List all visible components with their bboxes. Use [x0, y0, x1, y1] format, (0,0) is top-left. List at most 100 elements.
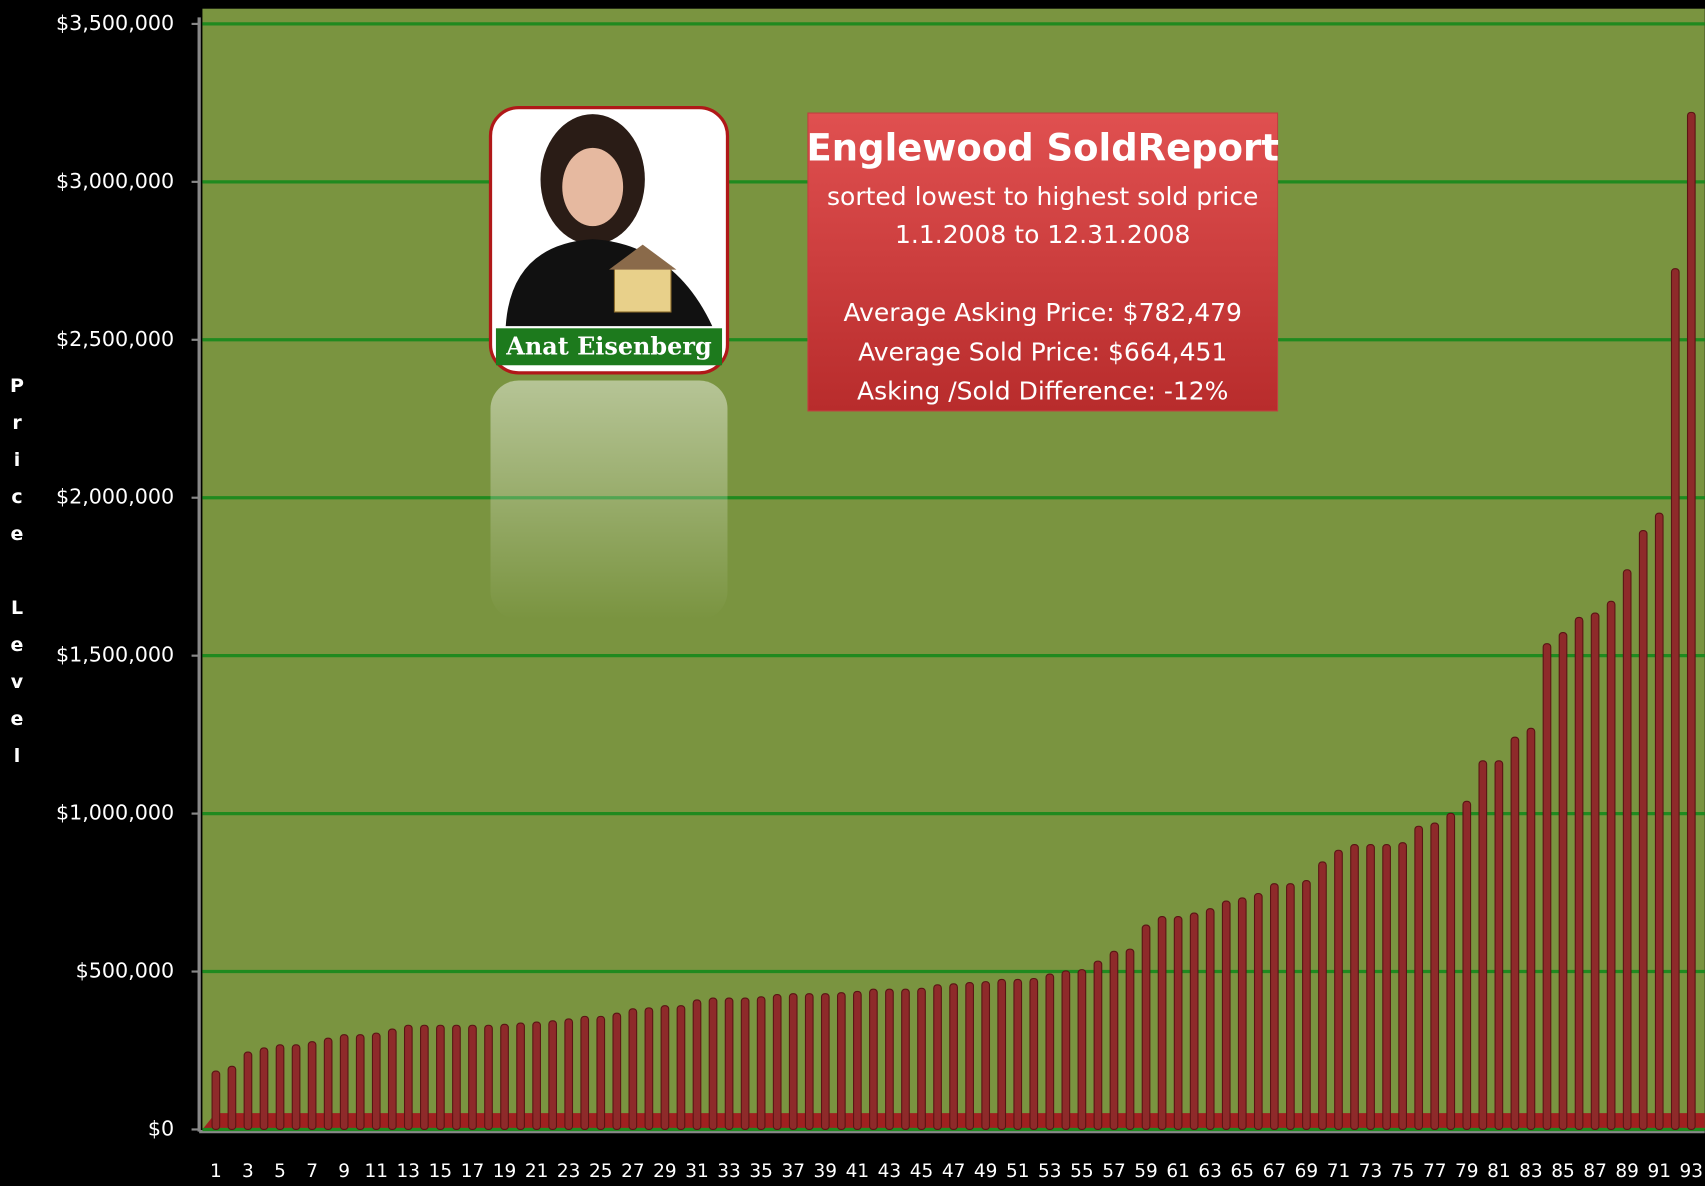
bar — [1046, 974, 1054, 1129]
bar — [677, 1006, 685, 1130]
x-tick-label: 85 — [1551, 1161, 1575, 1182]
bar — [212, 1071, 220, 1129]
bar — [805, 994, 813, 1130]
bar — [1527, 728, 1535, 1129]
bar — [1303, 881, 1311, 1130]
bar — [950, 984, 958, 1130]
annotation-line: Asking /Sold Difference: -12% — [857, 376, 1228, 405]
x-tick-label: 91 — [1647, 1161, 1671, 1182]
bar — [276, 1045, 284, 1130]
bar — [902, 989, 910, 1129]
bar — [533, 1022, 541, 1129]
bar — [340, 1035, 348, 1130]
bar — [356, 1035, 364, 1130]
bar — [870, 989, 878, 1129]
bar — [1591, 613, 1599, 1129]
x-tick-label: 57 — [1102, 1161, 1126, 1182]
x-tick-label: 75 — [1391, 1161, 1415, 1182]
bar — [485, 1025, 493, 1129]
bar — [757, 997, 765, 1130]
bar — [1222, 901, 1230, 1129]
bar — [597, 1016, 605, 1129]
bar — [437, 1025, 445, 1129]
x-tick-label: 17 — [461, 1161, 485, 1182]
bar — [1030, 978, 1038, 1129]
bar — [1014, 979, 1022, 1129]
x-tick-label: 47 — [942, 1161, 966, 1182]
x-tick-label: 29 — [653, 1161, 677, 1182]
x-tick-label: 15 — [429, 1161, 453, 1182]
x-tick-label: 39 — [814, 1161, 838, 1182]
bar — [966, 983, 974, 1130]
bar — [773, 995, 781, 1130]
bar — [998, 979, 1006, 1129]
bar — [1062, 971, 1070, 1130]
bar — [1158, 917, 1166, 1130]
bar — [934, 985, 942, 1130]
x-tick-label: 77 — [1423, 1161, 1447, 1182]
bar — [1495, 761, 1503, 1130]
x-tick-label: 43 — [878, 1161, 902, 1182]
bar — [228, 1066, 236, 1129]
bar — [982, 982, 990, 1130]
x-tick-label: 63 — [1198, 1161, 1222, 1182]
bar — [469, 1025, 477, 1129]
bar — [741, 998, 749, 1129]
annotation-title: Englewood SoldReport — [807, 127, 1279, 170]
bar — [1078, 970, 1086, 1130]
bar — [789, 994, 797, 1130]
bar — [838, 993, 846, 1130]
x-tick-label: 19 — [493, 1161, 517, 1182]
bar — [629, 1009, 637, 1130]
x-tick-label: 27 — [621, 1161, 645, 1182]
annotation-line: Average Asking Price: $782,479 — [844, 298, 1242, 327]
bar — [1639, 531, 1647, 1130]
bar — [1655, 513, 1663, 1129]
x-tick-label: 33 — [717, 1161, 741, 1182]
bar — [1335, 850, 1343, 1129]
x-tick-label: 31 — [685, 1161, 709, 1182]
x-tick-label: 3 — [242, 1161, 254, 1182]
bar — [1319, 862, 1327, 1130]
y-tick-label: $0 — [148, 1116, 174, 1140]
bar — [1607, 601, 1615, 1129]
bar — [886, 989, 894, 1129]
x-tick-label: 7 — [306, 1161, 318, 1182]
photo-caption: Anat Eisenberg — [505, 332, 712, 360]
x-tick-label: 59 — [1134, 1161, 1158, 1182]
x-tick-label: 81 — [1487, 1161, 1511, 1182]
x-tick-label: 93 — [1680, 1161, 1704, 1182]
y-tick-label: $500,000 — [76, 959, 174, 983]
x-tick-label: 9 — [338, 1161, 350, 1182]
x-tick-label: 45 — [910, 1161, 934, 1182]
bar — [1383, 845, 1391, 1130]
bar — [292, 1045, 300, 1130]
annotation-line: sorted lowest to highest sold price — [827, 182, 1258, 211]
bar — [1479, 761, 1487, 1130]
y-tick-label: $1,000,000 — [56, 801, 174, 825]
bar — [1367, 845, 1375, 1130]
bar — [549, 1021, 557, 1130]
y-tick-label: $3,000,000 — [56, 169, 174, 193]
bar — [1575, 617, 1583, 1129]
bar — [1415, 826, 1423, 1129]
x-tick-label: 89 — [1615, 1161, 1639, 1182]
bar — [453, 1025, 461, 1129]
page: Anat Eisenberg Englewood SoldReport sort… — [0, 0, 1705, 1186]
y-axis-label: Price Level — [4, 375, 28, 782]
bar — [1174, 917, 1182, 1130]
bar — [821, 994, 829, 1130]
x-tick-label: 49 — [974, 1161, 998, 1182]
bar — [1399, 843, 1407, 1130]
x-tick-label: 41 — [846, 1161, 870, 1182]
bar — [1671, 269, 1679, 1130]
bar — [1126, 949, 1134, 1129]
bar — [244, 1052, 252, 1129]
x-tick-label: 73 — [1359, 1161, 1383, 1182]
bar — [613, 1013, 621, 1129]
x-tick-label: 67 — [1263, 1161, 1287, 1182]
x-tick-label: 11 — [364, 1161, 388, 1182]
x-tick-label: 35 — [749, 1161, 773, 1182]
x-tick-label: 71 — [1327, 1161, 1351, 1182]
bar — [1447, 813, 1455, 1129]
